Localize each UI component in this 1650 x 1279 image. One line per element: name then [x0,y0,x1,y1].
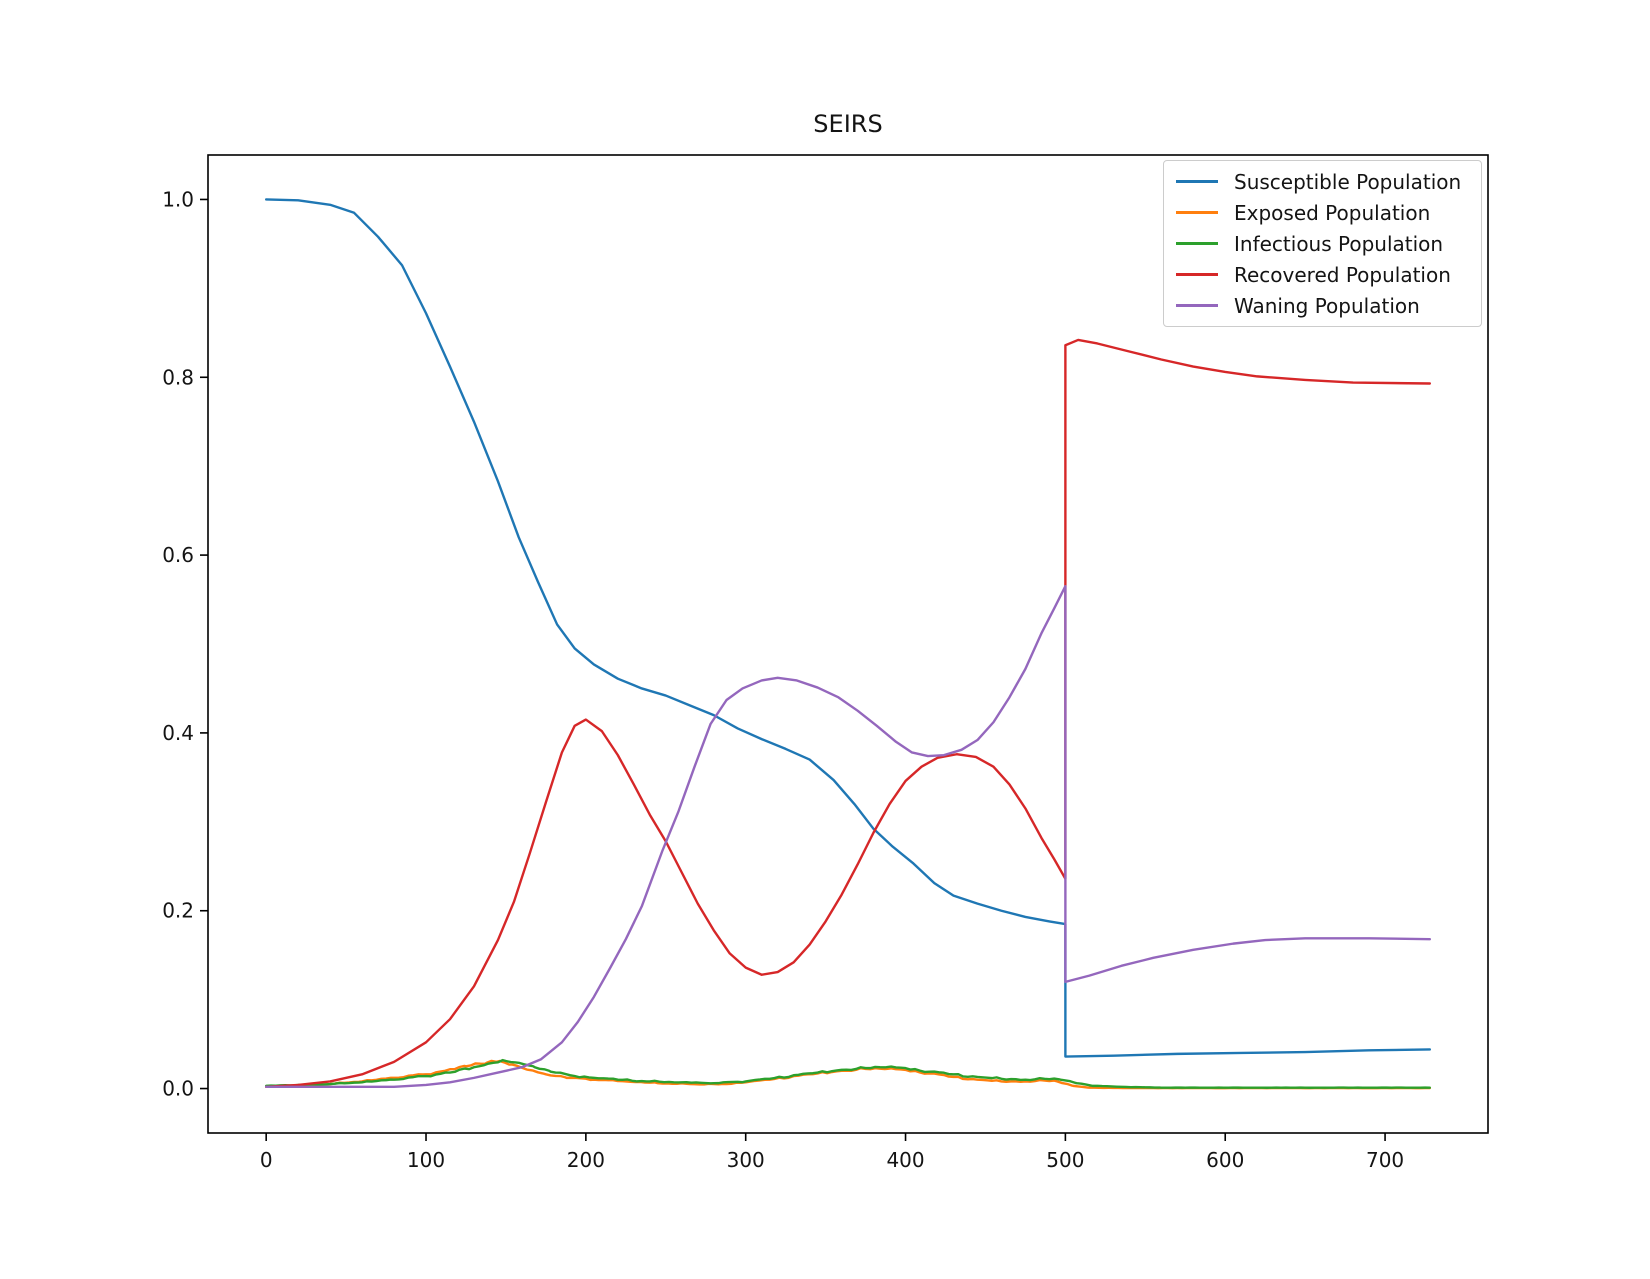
series-line-susceptible-population [264,198,1432,1058]
legend-line-sample [1176,304,1218,307]
legend-line-sample [1176,273,1218,276]
legend-item-waning-population: Waning Population [1172,290,1473,321]
x-axis-tick-label: 600 [1206,1148,1244,1172]
legend-item-recovered-population: Recovered Population [1172,259,1473,290]
y-axis-tick-label: 0.6 [162,543,194,567]
series-line-infectious-population [264,1058,1432,1089]
legend-item-susceptible-population: Susceptible Population [1172,166,1473,197]
x-axis-tick-label: 0 [260,1148,273,1172]
x-axis-tick-label: 200 [567,1148,605,1172]
legend-item-label: Recovered Population [1234,262,1451,287]
axes-frame [207,154,1489,1134]
legend-item-label: Waning Population [1234,293,1420,318]
x-axis-tick-label: 700 [1366,1148,1404,1172]
legend: Susceptible Population Exposed Population… [1163,160,1482,327]
y-axis-tick-label: 0.4 [162,721,194,745]
series-line-waning-population [264,585,1432,1088]
legend-line-sample [1176,242,1218,245]
chart-title: SEIRS [813,110,883,138]
legend-line-sample [1176,211,1218,214]
legend-item-exposed-population: Exposed Population [1172,197,1473,228]
x-axis-tick-label: 100 [407,1148,445,1172]
y-axis-tick-label: 0.8 [162,365,194,389]
legend-line-sample [1176,180,1218,183]
x-axis-tick-label: 500 [1046,1148,1084,1172]
series-line-recovered-population [264,338,1432,1088]
legend-item-label: Susceptible Population [1234,169,1462,194]
y-axis-tick-label: 0.0 [162,1077,194,1101]
y-axis-tick-label: 0.2 [162,899,194,923]
legend-item-label: Exposed Population [1234,200,1431,225]
y-axis-tick-label: 1.0 [162,187,194,211]
x-axis-tick-label: 300 [727,1148,765,1172]
x-axis-tick-label: 400 [886,1148,924,1172]
legend-item-label: Infectious Population [1234,231,1444,256]
legend-item-infectious-population: Infectious Population [1172,228,1473,259]
